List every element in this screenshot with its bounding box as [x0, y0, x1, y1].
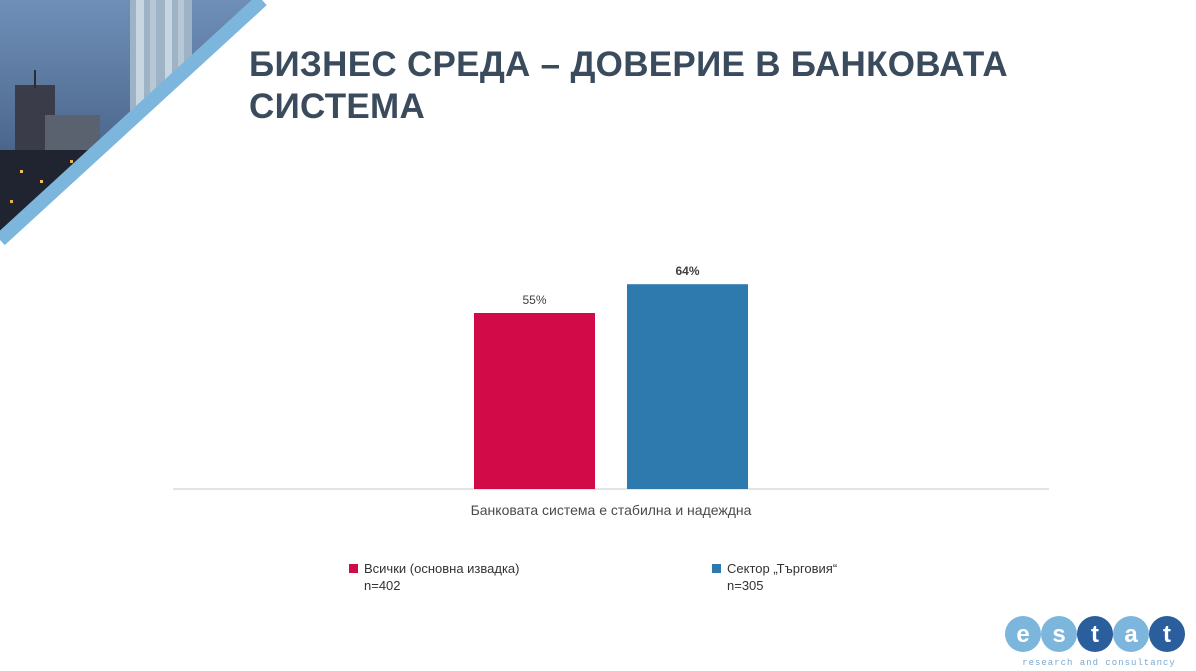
legend-item-all: Всички (основна извадка) n=402	[349, 560, 520, 594]
svg-text:a: a	[1124, 621, 1138, 648]
legend-item-trade: Сектор „Търговия“ n=305	[712, 560, 837, 594]
estat-logo: e s t a t research and consultancy	[1005, 616, 1185, 668]
bar-series-1	[627, 284, 748, 489]
legend-sample-size: n=305	[727, 578, 764, 593]
svg-text:t: t	[1163, 621, 1171, 648]
svg-text:e: e	[1016, 621, 1029, 648]
data-label-series-0: 55%	[522, 293, 546, 307]
svg-text:s: s	[1052, 621, 1065, 648]
legend-swatch	[712, 564, 721, 573]
data-label-series-1: 64%	[675, 264, 699, 278]
city-skyline-photo	[0, 0, 267, 246]
svg-text:t: t	[1091, 621, 1099, 648]
slide-title: БИЗНЕС СРЕДА – ДОВЕРИЕ В БАНКОВАТА СИСТЕ…	[249, 45, 1008, 126]
legend-sample-size: n=402	[364, 578, 401, 593]
legend-label: Сектор „Търговия“	[727, 561, 838, 576]
bar-series-0	[474, 313, 595, 489]
logo-tagline: research and consultancy	[1022, 658, 1176, 668]
legend-label: Всички (основна извадка)	[364, 561, 520, 576]
legend-swatch	[349, 564, 358, 573]
x-category-label: Банковата система е стабилна и надеждна	[470, 502, 752, 518]
